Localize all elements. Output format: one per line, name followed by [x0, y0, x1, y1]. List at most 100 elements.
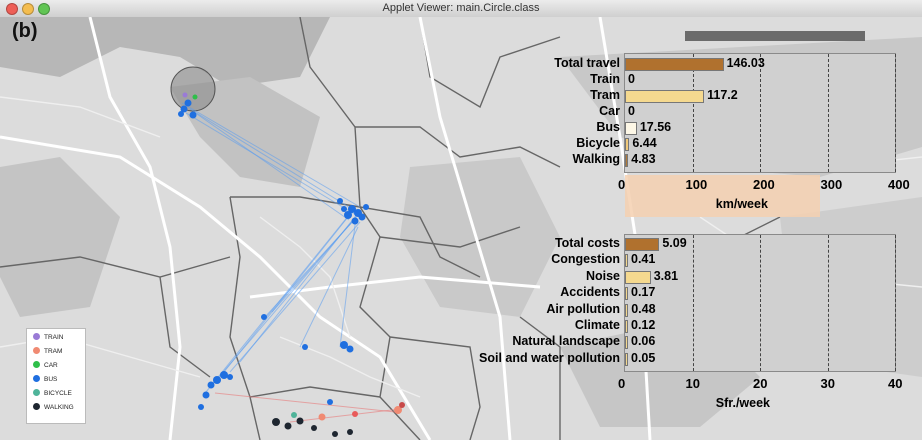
window-title: Applet Viewer: main.Circle.class — [382, 2, 540, 14]
bar — [625, 238, 660, 251]
value-label: 17.56 — [639, 120, 672, 134]
value-label: 0.41 — [631, 252, 656, 267]
legend-label: WALKING — [44, 404, 74, 411]
x-tick-label: 300 — [820, 177, 843, 192]
x-tick-label: 400 — [888, 177, 910, 192]
legend-swatch — [33, 403, 40, 410]
category-label: Soil and water pollution — [479, 350, 620, 365]
map-forest-area — [0, 17, 330, 87]
value-label: 0.12 — [631, 318, 656, 332]
trip-flow-lines — [181, 102, 361, 393]
category-label: Walking — [572, 152, 620, 166]
plot-area — [624, 234, 896, 372]
x-tick-label: 0 — [618, 376, 626, 391]
category-label: Noise — [585, 268, 620, 283]
panel-label: (b) — [12, 20, 38, 42]
trip-flow-lines-tram — [214, 392, 401, 423]
gridline — [895, 235, 896, 371]
value-label: 0 — [628, 72, 635, 86]
x-tick-label: 100 — [685, 177, 708, 192]
legend-swatch — [33, 389, 40, 396]
category-label: Total costs — [554, 236, 620, 250]
category-label: Car — [599, 104, 620, 118]
category-label: Air pollution — [546, 301, 620, 316]
legend-item-bus: BUS — [33, 374, 57, 386]
value-label: 6.44 — [632, 136, 657, 150]
x-axis-label: Sfr./week — [715, 396, 770, 410]
bar — [625, 58, 724, 71]
gridline — [827, 54, 829, 172]
legend-item-car: CAR — [33, 360, 58, 372]
zoom-window-button[interactable] — [38, 3, 50, 15]
category-label: Accidents — [560, 285, 620, 300]
bar — [625, 90, 705, 103]
bar — [625, 122, 637, 135]
bar — [625, 303, 629, 317]
plot-area — [624, 53, 896, 173]
x-tick-label: 30 — [820, 376, 835, 391]
category-label: Bicycle — [576, 136, 620, 150]
gridline — [760, 54, 761, 172]
map-forest-area — [0, 157, 120, 317]
category-label: Congestion — [551, 252, 620, 267]
legend-swatch — [33, 333, 40, 340]
x-tick-label: 0 — [618, 177, 626, 192]
x-tick-label: 10 — [685, 376, 700, 391]
legend-label: BUS — [44, 376, 58, 383]
value-label: 0.05 — [631, 350, 656, 365]
value-label: 3.81 — [653, 268, 679, 283]
selected-origin-circle — [170, 66, 216, 112]
legend-item-train: TRAIN — [33, 332, 64, 344]
map-boundaries — [0, 17, 781, 440]
external-costs-chart: Total costs 5.09 Congestion 0.41 Noise 3.81 Ac… — [474, 234, 922, 430]
x-tick-label: 20 — [753, 376, 768, 391]
gridline — [827, 235, 829, 371]
category-label: Climate — [574, 318, 620, 332]
category-label: Bus — [596, 120, 620, 134]
bar — [625, 352, 628, 366]
legend-item-bicycle: BICYCLE — [33, 388, 72, 400]
value-label: 0.17 — [631, 285, 656, 300]
legend-label: TRAM — [44, 348, 63, 355]
bar — [625, 154, 629, 167]
value-label: 0 — [628, 104, 635, 118]
legend-swatch — [33, 347, 40, 354]
legend-swatch — [33, 375, 40, 382]
bar — [625, 270, 651, 284]
x-tick-label: 40 — [888, 376, 903, 391]
legend-label: TRAIN — [44, 334, 64, 341]
legend-item-tram: TRAM — [33, 346, 62, 358]
bar — [625, 320, 628, 333]
gridline — [692, 54, 694, 172]
minimize-window-button[interactable] — [22, 3, 34, 15]
value-label: 5.09 — [662, 236, 687, 250]
bar — [625, 254, 628, 268]
bar — [625, 336, 628, 350]
x-tick-label: 200 — [753, 177, 775, 192]
trip-points-other — [182, 92, 405, 437]
category-label: Total travel — [554, 56, 620, 70]
bar — [625, 138, 630, 151]
category-label: Natural landscape — [512, 334, 620, 349]
legend-swatch — [33, 361, 40, 368]
gridline — [760, 235, 761, 371]
legend-label: BICYCLE — [44, 390, 72, 397]
map-overlay-texture — [625, 31, 865, 217]
legend-label: CAR — [44, 362, 58, 369]
category-label: Train — [590, 72, 620, 86]
map-forest-area — [400, 157, 560, 317]
legend-item-walking: WALKING — [33, 402, 74, 414]
value-label: 4.83 — [631, 152, 656, 166]
window-titlebar: Applet Viewer: main.Circle.class — [0, 0, 922, 18]
gridline — [895, 54, 896, 172]
category-label: Tram — [590, 88, 620, 102]
close-window-button[interactable] — [6, 3, 18, 15]
mode-legend: TRAIN TRAM CAR BUS BICYCLE WALKING — [26, 328, 86, 424]
value-label: 117.2 — [707, 88, 738, 102]
travel-distance-chart: Total travel 146.03 Train 0 Tram 117.2 Car 0 Bus… — [544, 53, 922, 231]
value-label: 146.03 — [726, 56, 765, 70]
x-axis-label: km/week — [715, 197, 768, 211]
trip-points-bus — [178, 99, 369, 410]
bar — [625, 287, 628, 301]
gridline — [692, 235, 694, 371]
